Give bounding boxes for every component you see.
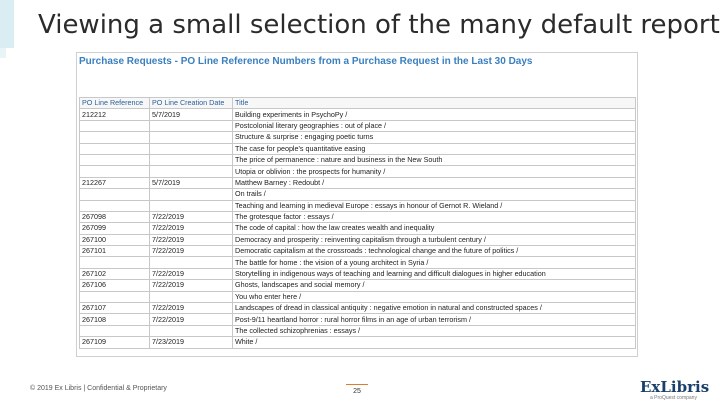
- column-header-po-line-reference[interactable]: PO Line Reference: [79, 96, 150, 110]
- cell-po-line-creation-date: [149, 199, 233, 212]
- cell-po-line-creation-date: 7/23/2019: [149, 336, 233, 349]
- cell-po-line-reference: 212267: [79, 176, 150, 190]
- cell-po-line-reference: [79, 131, 150, 144]
- cell-po-line-reference: [79, 324, 150, 338]
- cell-po-line-creation-date: [149, 188, 233, 201]
- table-row: 267106 7/22/2019 Ghosts, landscapes and so…: [79, 279, 636, 292]
- cell-po-line-creation-date: [149, 119, 233, 133]
- table-row: On trails /: [79, 188, 636, 201]
- cell-po-line-creation-date: [149, 256, 233, 269]
- page-number: 25: [353, 388, 361, 395]
- cell-po-line-reference: [79, 188, 150, 201]
- table-row: 212267 5/7/2019 Matthew Barney : Redoubt /: [79, 176, 636, 190]
- corner-accent-small: [0, 48, 6, 58]
- cell-title: Landscapes of dread in classical antiqui…: [232, 302, 636, 315]
- cell-po-line-reference: 267101: [79, 245, 150, 258]
- column-header-title[interactable]: Title: [232, 96, 636, 110]
- logo-tagline: a ProQuest company: [650, 395, 697, 401]
- cell-po-line-reference: [79, 256, 150, 269]
- cell-po-line-reference: 267098: [79, 210, 150, 224]
- table-row: 267102 7/22/2019 Storytelling in indigenou…: [79, 267, 636, 281]
- cell-title: Democratic capitalism at the crossroads …: [232, 245, 636, 258]
- table-row: Structure & surprise : engaging poetic t…: [79, 131, 636, 144]
- cell-po-line-reference: [79, 165, 150, 178]
- cell-title: Democracy and prosperity : reinventing c…: [232, 233, 636, 247]
- cell-po-line-creation-date: 7/22/2019: [149, 279, 233, 292]
- cell-title: Postcolonial literary geographies : out …: [232, 119, 636, 133]
- exlibris-logo: ExLibris: [640, 378, 710, 396]
- cell-po-line-reference: 267099: [79, 222, 150, 235]
- cell-po-line-reference: 267102: [79, 267, 150, 281]
- table-row: The collected schizophrenias : essays /: [79, 324, 636, 338]
- cell-title: Utopia or oblivion : the prospects for h…: [232, 165, 636, 178]
- table-row: Postcolonial literary geographies : out …: [79, 119, 636, 133]
- cell-title: Storytelling in indigenous ways of teach…: [232, 267, 636, 281]
- table-row: 267100 7/22/2019 Democracy and prosperity …: [79, 233, 636, 247]
- cell-title: The battle for home : the vision of a yo…: [232, 256, 636, 269]
- cell-po-line-creation-date: [149, 290, 233, 304]
- cell-title: Structure & surprise : engaging poetic t…: [232, 131, 636, 144]
- cell-po-line-creation-date: 7/22/2019: [149, 313, 233, 326]
- cell-po-line-reference: 267106: [79, 279, 150, 292]
- table-header-row: PO Line Reference PO Line Creation Date …: [79, 96, 636, 110]
- cell-po-line-reference: 267107: [79, 302, 150, 315]
- cell-title: Matthew Barney : Redoubt /: [232, 176, 636, 190]
- cell-po-line-creation-date: 7/22/2019: [149, 245, 233, 258]
- cell-title: The code of capital : how the law create…: [232, 222, 636, 235]
- cell-po-line-creation-date: [149, 142, 233, 155]
- table-row: 267098 7/22/2019 The grotesque factor : es…: [79, 210, 636, 224]
- cell-po-line-creation-date: 5/7/2019: [149, 108, 233, 121]
- page-number-divider: [346, 384, 368, 385]
- cell-title: Post-9/11 heartland horror : rural horro…: [232, 313, 636, 326]
- table-row: The case for people's quantitative easin…: [79, 142, 636, 155]
- report-title[interactable]: Purchase Requests - PO Line Reference Nu…: [79, 56, 533, 67]
- cell-title: On trails /: [232, 188, 636, 201]
- cell-title: The case for people's quantitative easin…: [232, 142, 636, 155]
- table-row: Utopia or oblivion : the prospects for h…: [79, 165, 636, 178]
- cell-po-line-creation-date: 7/22/2019: [149, 222, 233, 235]
- cell-title: You who enter here /: [232, 290, 636, 304]
- table-row: 267109 7/23/2019 White /: [79, 336, 636, 349]
- cell-title: The collected schizophrenias : essays /: [232, 324, 636, 338]
- cell-title: The price of permanence : nature and bus…: [232, 153, 636, 167]
- cell-title: Teaching and learning in medieval Europe…: [232, 199, 636, 212]
- cell-po-line-creation-date: [149, 324, 233, 338]
- cell-title: Ghosts, landscapes and social memory /: [232, 279, 636, 292]
- cell-po-line-reference: [79, 199, 150, 212]
- corner-accent: [0, 0, 14, 48]
- cell-po-line-creation-date: [149, 153, 233, 167]
- cell-po-line-reference: [79, 119, 150, 133]
- table-row: 267099 7/22/2019 The code of capital : how…: [79, 222, 636, 235]
- table-row: 267107 7/22/2019 Landscapes of dread in cl…: [79, 302, 636, 315]
- cell-po-line-reference: 267100: [79, 233, 150, 247]
- cell-po-line-creation-date: 5/7/2019: [149, 176, 233, 190]
- cell-po-line-creation-date: 7/22/2019: [149, 267, 233, 281]
- report-table: PO Line Reference PO Line Creation Date …: [79, 96, 636, 349]
- cell-po-line-creation-date: [149, 165, 233, 178]
- cell-title: The grotesque factor : essays /: [232, 210, 636, 224]
- table-row: 267101 7/22/2019 Democratic capitalism at …: [79, 245, 636, 258]
- column-header-po-line-creation-date[interactable]: PO Line Creation Date: [149, 96, 233, 110]
- report-screenshot: Purchase Requests - PO Line Reference Nu…: [76, 52, 638, 357]
- table-row: 212212 5/7/2019 Building experiments in Ps…: [79, 108, 636, 121]
- cell-po-line-creation-date: [149, 131, 233, 144]
- table-row: The price of permanence : nature and bus…: [79, 153, 636, 167]
- cell-po-line-reference: 267109: [79, 336, 150, 349]
- cell-title: Building experiments in PsychoPy /: [232, 108, 636, 121]
- cell-po-line-reference: [79, 153, 150, 167]
- table-row: Teaching and learning in medieval Europe…: [79, 199, 636, 212]
- cell-po-line-reference: 267108: [79, 313, 150, 326]
- cell-title: White /: [232, 336, 636, 349]
- table-row: 267108 7/22/2019 Post-9/11 heartland horro…: [79, 313, 636, 326]
- cell-po-line-reference: [79, 290, 150, 304]
- table-row: The battle for home : the vision of a yo…: [79, 256, 636, 269]
- footer-copyright: © 2019 Ex Libris | Confidential & Propri…: [30, 385, 167, 392]
- cell-po-line-creation-date: 7/22/2019: [149, 302, 233, 315]
- table-row: You who enter here /: [79, 290, 636, 304]
- cell-po-line-creation-date: 7/22/2019: [149, 210, 233, 224]
- cell-po-line-creation-date: 7/22/2019: [149, 233, 233, 247]
- cell-po-line-reference: [79, 142, 150, 155]
- cell-po-line-reference: 212212: [79, 108, 150, 121]
- slide-title: Viewing a small selection of the many de…: [38, 10, 720, 40]
